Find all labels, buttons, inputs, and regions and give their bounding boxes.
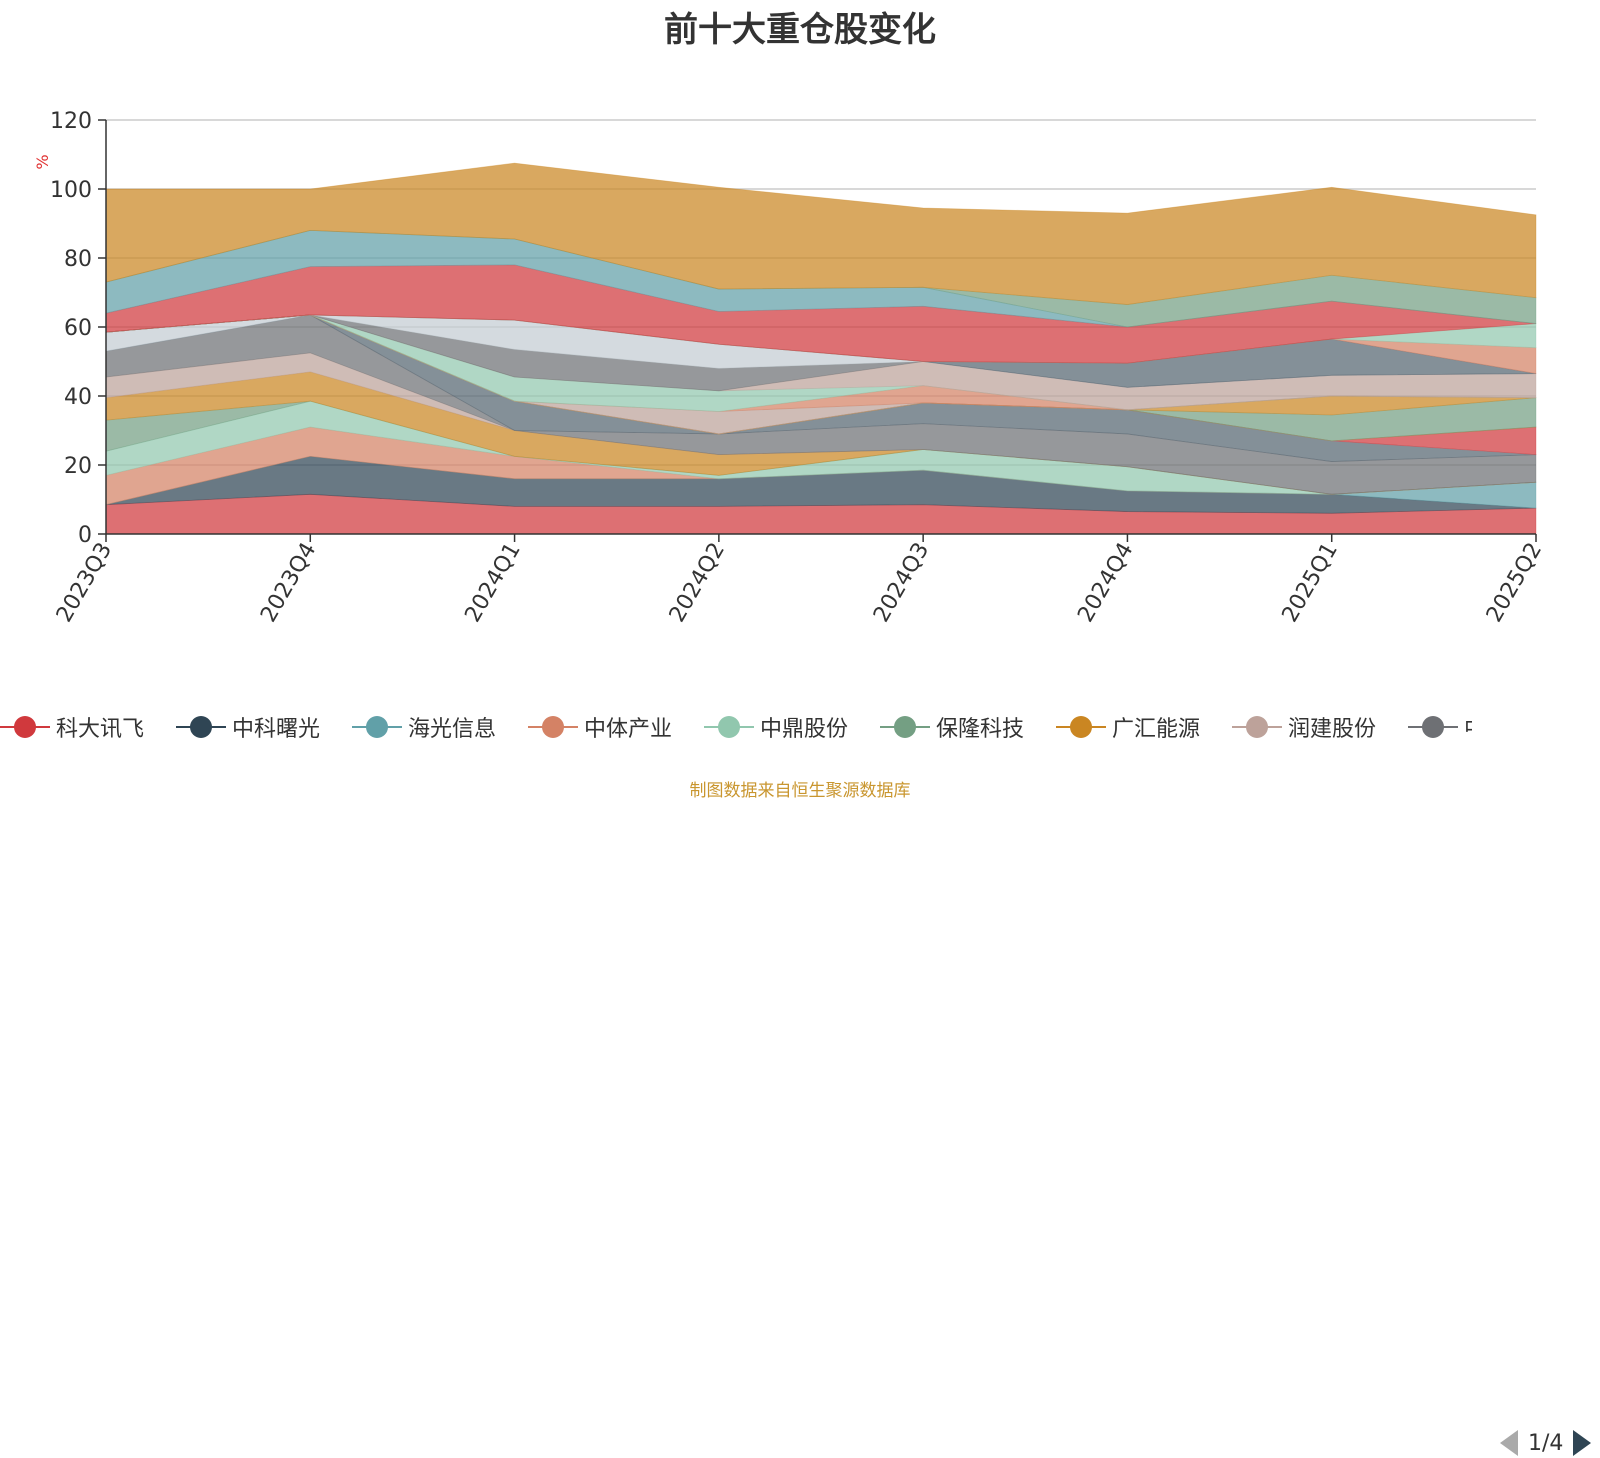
legend-page-indicator: 1/4 — [1528, 1430, 1564, 1456]
legend-label: 海光信息 — [408, 717, 497, 742]
legend-marker-icon — [880, 716, 930, 738]
legend-marker-icon — [1232, 716, 1282, 738]
source-note: 制图数据来自恒生聚源数据库 — [689, 781, 911, 801]
x-tick-label: 2024Q2 — [665, 539, 730, 627]
stacked-area-chart: 0 20 40 60 80 100 120 2023Q3 2023Q4 2024Q1 2024Q2 2… — [33, 109, 1547, 627]
area-series-28 — [105, 162, 1537, 305]
area-series-25 — [105, 264, 1537, 364]
x-tick-label: 2023Q3 — [52, 539, 117, 627]
legend-item[interactable]: 中 — [1408, 712, 1472, 742]
x-tick-label: 2024Q3 — [869, 539, 934, 627]
area-series-24 — [105, 314, 1537, 364]
legend-item[interactable]: 中体产业 — [528, 712, 672, 742]
legend-pager: 1/4 — [1498, 1428, 1593, 1458]
x-tick-label: 2024Q1 — [460, 539, 525, 627]
legend-prev-icon[interactable] — [1498, 1428, 1520, 1458]
area-series-27 — [105, 229, 1537, 328]
legend-label: 润建股份 — [1288, 717, 1377, 742]
y-tick-label: 120 — [50, 109, 92, 134]
legend-item[interactable]: 中科曙光 — [176, 712, 320, 742]
legend-marker-icon — [528, 716, 578, 738]
legend-marker-icon — [1408, 716, 1458, 738]
legend-item[interactable]: 中鼎股份 — [704, 712, 848, 742]
area-series-23 — [105, 314, 1537, 375]
area-series-14 — [105, 314, 1537, 442]
chart-title: 前十大重仓股变化 — [664, 10, 936, 50]
y-tick-label: 20 — [64, 454, 92, 479]
legend-label: 中鼎股份 — [760, 717, 849, 742]
legend-marker-icon — [1056, 716, 1106, 738]
legend-marker-icon — [176, 716, 226, 738]
legend-marker-icon — [704, 716, 754, 738]
legend-item[interactable]: 广汇能源 — [1056, 712, 1200, 742]
area-series-19 — [105, 314, 1537, 411]
legend-label: 中 — [1464, 712, 1472, 743]
legend-item[interactable]: 保隆科技 — [880, 712, 1024, 742]
area-series — [105, 162, 1537, 535]
legend-label: 广汇能源 — [1112, 717, 1201, 742]
y-axis-label: % — [33, 154, 52, 169]
legend-label: 保隆科技 — [936, 717, 1025, 742]
x-tick-label: 2025Q2 — [1482, 539, 1547, 627]
legend-marker-icon — [352, 716, 402, 738]
x-tick-label: 2024Q4 — [1073, 539, 1138, 627]
legend-label: 中体产业 — [584, 717, 673, 742]
area-series-11 — [105, 314, 1537, 456]
area-series-26 — [105, 229, 1537, 328]
legend-item[interactable]: 科大讯飞 — [0, 712, 144, 742]
legend-marker-icon — [0, 716, 50, 738]
legend-items: 科大讯飞 中科曙光 海光信息 中体产业 中鼎股份 保隆科技 广汇能源 润建股份 中 — [0, 712, 1472, 752]
x-tick-label: 2025Q1 — [1278, 539, 1343, 627]
x-tick-label: 2023Q4 — [256, 539, 321, 627]
area-series-12 — [105, 314, 1537, 456]
y-tick-label: 0 — [78, 523, 92, 548]
y-tick-label: 40 — [64, 385, 92, 410]
legend: 科大讯飞 中科曙光 海光信息 中体产业 中鼎股份 保隆科技 广汇能源 润建股份 中 1/4 — [0, 712, 1600, 1456]
legend-next-icon[interactable] — [1571, 1428, 1593, 1458]
y-tick-label: 100 — [50, 178, 92, 203]
y-tick-label: 60 — [64, 316, 92, 341]
legend-label: 中科曙光 — [232, 717, 321, 742]
legend-item[interactable]: 润建股份 — [1232, 712, 1376, 742]
legend-label: 科大讯飞 — [56, 717, 145, 742]
y-tick-label: 80 — [64, 247, 92, 272]
legend-item[interactable]: 海光信息 — [352, 712, 496, 742]
